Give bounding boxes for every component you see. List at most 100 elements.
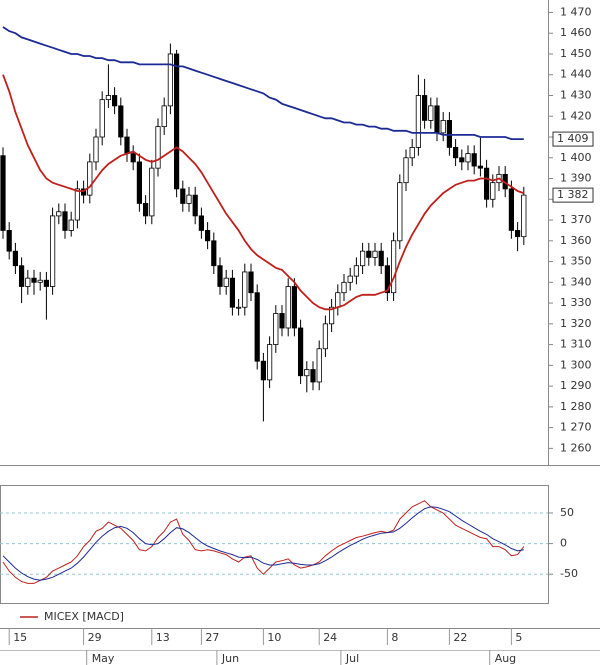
last-value-label: 1 382 bbox=[557, 188, 589, 201]
candle-body bbox=[204, 230, 211, 242]
candle-body bbox=[440, 120, 446, 134]
x-tick-label: 27 bbox=[205, 631, 219, 644]
candle-body bbox=[304, 369, 310, 377]
x-tick-label: 24 bbox=[323, 631, 337, 644]
y-tick-label: 1 430 bbox=[560, 88, 592, 101]
candle-body bbox=[471, 153, 477, 167]
y-tick-label: 1 420 bbox=[560, 109, 592, 122]
candle-body bbox=[434, 105, 440, 134]
candle-body bbox=[136, 161, 142, 204]
y-tick-label: 1 450 bbox=[560, 47, 592, 60]
candle-body bbox=[74, 188, 80, 221]
candle-body bbox=[353, 265, 360, 277]
candle-body bbox=[0, 155, 6, 231]
x-tick-label: 10 bbox=[267, 631, 281, 644]
candle-body bbox=[56, 211, 62, 217]
candle-body bbox=[260, 360, 267, 381]
candle-body bbox=[403, 157, 409, 184]
candle-body bbox=[341, 281, 347, 294]
candle-body bbox=[87, 161, 93, 196]
candle-body bbox=[173, 53, 180, 190]
y-tick-label: 1 260 bbox=[560, 441, 592, 454]
candle-body bbox=[81, 188, 87, 196]
y-tick-label: 1 300 bbox=[560, 358, 592, 371]
candle-body bbox=[254, 292, 260, 362]
y-tick-label: 1 370 bbox=[560, 213, 592, 226]
candle-body bbox=[266, 344, 273, 381]
candle-body bbox=[490, 182, 496, 200]
candle-body bbox=[384, 265, 391, 294]
candle-body bbox=[285, 286, 291, 329]
candle-body bbox=[211, 240, 217, 267]
candle-body bbox=[483, 167, 490, 200]
candle-body bbox=[409, 146, 415, 159]
candle-body bbox=[347, 275, 353, 283]
candle-body bbox=[192, 194, 198, 217]
candle-body bbox=[229, 277, 235, 308]
candle-body bbox=[366, 250, 372, 258]
candle-body bbox=[198, 215, 204, 231]
candle-body bbox=[421, 95, 428, 121]
candle-body bbox=[12, 250, 18, 267]
candle-body bbox=[50, 215, 56, 287]
y-tick-label: 1 350 bbox=[560, 255, 592, 268]
candle-body bbox=[459, 157, 465, 163]
candle-body bbox=[415, 95, 422, 148]
candle-body bbox=[105, 95, 111, 101]
y-tick-label: 1 400 bbox=[560, 151, 592, 164]
candle-body bbox=[446, 120, 453, 148]
candle-body bbox=[18, 265, 25, 287]
last-value-box bbox=[552, 131, 594, 147]
candle-body bbox=[508, 188, 515, 231]
candle-body bbox=[428, 105, 434, 121]
candle-body bbox=[186, 194, 192, 204]
x-tick-label: 13 bbox=[156, 631, 170, 644]
candle-body bbox=[217, 265, 223, 287]
candle-body bbox=[465, 153, 471, 163]
candle-body bbox=[452, 146, 459, 159]
y-tick-label: 1 470 bbox=[560, 5, 592, 18]
candle-body bbox=[112, 95, 118, 107]
candle-body bbox=[62, 211, 68, 231]
y-tick-label: 1 440 bbox=[560, 68, 592, 81]
candle-body bbox=[477, 165, 484, 169]
x-tick-label: 5 bbox=[515, 631, 522, 644]
candle-body bbox=[310, 369, 316, 383]
candle-body bbox=[273, 313, 279, 345]
candle-body bbox=[378, 250, 384, 267]
line-series bbox=[2, 74, 525, 311]
line-series bbox=[2, 500, 525, 584]
candle-body bbox=[372, 250, 378, 258]
candle-body bbox=[397, 182, 403, 242]
y-tick-label: 0 bbox=[560, 537, 567, 550]
y-tick-label: -50 bbox=[560, 567, 578, 580]
x-tick-label: 8 bbox=[391, 631, 398, 644]
line-series bbox=[2, 26, 524, 141]
candle-body bbox=[279, 313, 285, 329]
y-tick-label: 1 340 bbox=[560, 275, 592, 288]
candle-body bbox=[390, 240, 397, 294]
candle-body bbox=[93, 136, 99, 163]
candle-body bbox=[242, 271, 248, 308]
y-tick-label: 1 330 bbox=[560, 296, 592, 309]
last-value-label: 1 409 bbox=[557, 132, 589, 145]
line-series bbox=[2, 506, 524, 581]
candle-body bbox=[180, 188, 186, 204]
y-tick-label: 1 390 bbox=[560, 172, 592, 185]
candle-body bbox=[31, 277, 37, 283]
candle-body bbox=[521, 194, 527, 238]
x-tick-label: 15 bbox=[13, 631, 27, 644]
x-tick-label: 29 bbox=[88, 631, 102, 644]
y-tick-label: 50 bbox=[560, 506, 574, 519]
y-tick-label: 1 320 bbox=[560, 317, 592, 330]
candle-body bbox=[124, 136, 130, 155]
candle-body bbox=[291, 286, 298, 329]
candle-body bbox=[515, 230, 521, 238]
candle-body bbox=[359, 250, 366, 267]
month-label: Jun bbox=[221, 652, 239, 665]
y-tick-label: 1 280 bbox=[560, 400, 592, 413]
y-tick-label: 1 460 bbox=[560, 26, 592, 39]
candle-body bbox=[43, 279, 50, 287]
candle-body bbox=[161, 105, 167, 128]
